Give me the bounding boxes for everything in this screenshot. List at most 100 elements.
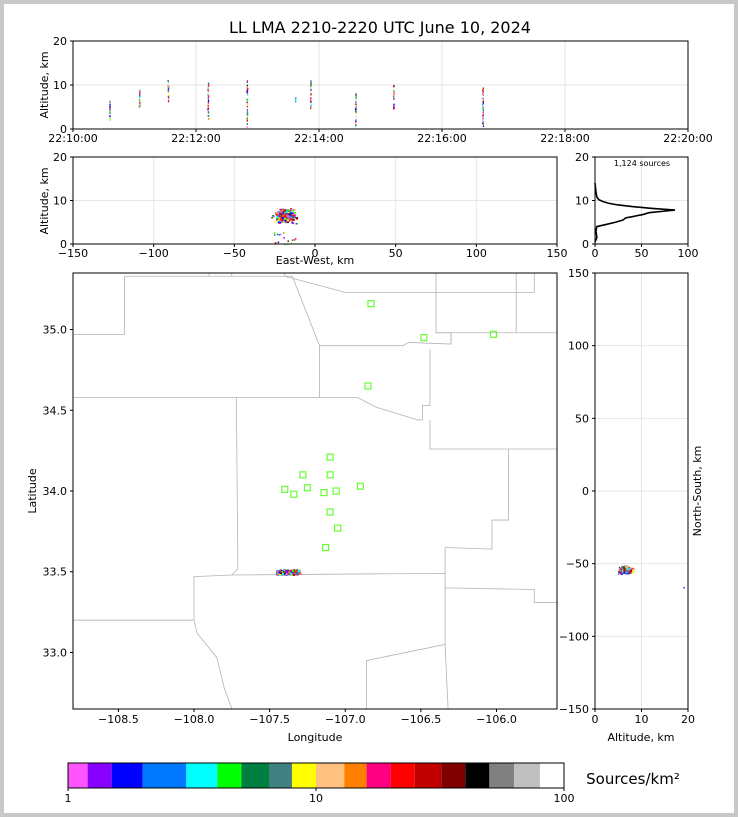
- time-height-source: [207, 115, 209, 117]
- ew-height-source: [274, 220, 277, 223]
- time-height-source: [482, 114, 484, 116]
- time-height-source: [482, 100, 484, 103]
- ns-height-source: [632, 567, 635, 570]
- time-height-source: [246, 109, 249, 111]
- time-height-ytick-label: 10: [53, 79, 67, 92]
- histogram-ytick-label: 20: [575, 151, 589, 164]
- plan-view-source: [276, 572, 279, 575]
- time-height-source: [139, 105, 141, 108]
- county-boundary-line: [436, 292, 517, 334]
- histogram-profile-line: [594, 183, 676, 243]
- time-height-source: [246, 100, 248, 103]
- ew-height-source: [285, 212, 288, 215]
- lma-station-marker: [420, 333, 428, 342]
- time-height-source: [207, 103, 209, 105]
- ns-height-source: [629, 570, 631, 573]
- ew-height-ylabel: Altitude, km: [38, 167, 51, 234]
- lma-station-marker: [290, 490, 298, 498]
- ew-height-source: [288, 216, 291, 219]
- ew-height-source: [276, 219, 279, 221]
- plan-view-ylabel: Latitude: [26, 468, 39, 514]
- ew-height-ytick-label: 0: [60, 238, 67, 251]
- time-height-source: [246, 119, 248, 122]
- county-boundary-line: [435, 273, 517, 293]
- ew-height-source: [276, 213, 279, 216]
- time-height-source: [167, 86, 170, 88]
- ew-height-source: [289, 215, 292, 217]
- ew-height-source: [286, 221, 289, 224]
- time-height-source: [482, 121, 484, 124]
- time-height-source: [207, 87, 209, 89]
- plan-view-source: [298, 572, 301, 575]
- altitude-histogram-panel: 0 50 100 0 10 20 1,124 sources: [575, 151, 699, 260]
- time-height-source: [310, 93, 312, 96]
- time-height-source: [355, 111, 357, 114]
- time-height-source: [482, 108, 484, 110]
- ew-height-source: [288, 219, 291, 222]
- histogram-ytick-label: 0: [582, 238, 589, 251]
- ns-height-source: [628, 569, 630, 571]
- ew-height-source: [281, 220, 284, 222]
- time-height-source: [482, 117, 484, 120]
- time-height-source: [208, 84, 210, 87]
- plan-view-source: [287, 571, 290, 574]
- time-height-source: [138, 105, 140, 108]
- time-height-source: [393, 93, 395, 95]
- ew-height-source: [293, 214, 296, 216]
- ns-height-source: [622, 571, 624, 573]
- ns-height-source: [629, 572, 632, 574]
- colorbar-swatch: [390, 763, 415, 788]
- ew-height-xlabel: East-West, km: [276, 254, 354, 267]
- figure-title: LL LMA 2210-2220 UTC June 10, 2024: [229, 18, 531, 37]
- colorbar-swatch: [414, 763, 442, 788]
- ew-height-ytick-label: 10: [53, 195, 67, 208]
- ew-height-source: [290, 208, 293, 210]
- colorbar-swatch: [269, 763, 292, 788]
- histogram-xtick-label: 50: [635, 247, 649, 260]
- ns-height-source: [625, 572, 628, 575]
- colorbar-swatch: [87, 763, 112, 788]
- county-boundary-line: [516, 273, 535, 293]
- time-height-source: [355, 110, 357, 113]
- time-height-source: [246, 91, 249, 94]
- ew-height-source: [286, 217, 289, 219]
- ns-height-xtick-label: 20: [681, 713, 695, 726]
- time-height-source: [246, 98, 248, 101]
- time-height-source: [207, 82, 209, 85]
- time-height-source: [393, 86, 395, 89]
- ew-height-xtick-label: 0: [312, 247, 319, 260]
- plan-view-source: [282, 571, 285, 574]
- ns-height-source: [626, 566, 629, 569]
- ew-height-source: [277, 211, 280, 214]
- time-height-source: [207, 104, 209, 107]
- plan-view-source: [280, 572, 283, 575]
- colorbar-swatch: [514, 763, 540, 788]
- colorbar-tick-label: 100: [554, 792, 575, 805]
- ew-height-source: [279, 213, 282, 215]
- time-height-source: [167, 81, 169, 84]
- lma-station-marker: [281, 485, 289, 493]
- time-height-source: [310, 85, 312, 88]
- ns-height-source: [629, 571, 632, 574]
- time-height-source: [482, 99, 484, 101]
- ew-height-source: [294, 237, 297, 240]
- time-height-source: [246, 112, 249, 114]
- ns-height-source: [630, 570, 633, 572]
- time-height-source: [139, 100, 141, 103]
- ew-height-source: [271, 216, 274, 219]
- lma-station-marker: [326, 508, 334, 516]
- time-height-source: [207, 100, 210, 103]
- time-height-source: [482, 88, 484, 91]
- county-boundary-line: [444, 644, 449, 710]
- time-height-source: [355, 124, 357, 126]
- time-height-source: [246, 116, 248, 118]
- colorbar: 1 10 100 Sources/km²: [65, 762, 680, 805]
- time-height-source: [247, 87, 249, 90]
- ew-height-source: [283, 210, 286, 212]
- time-height-xtick-label: 22:12:00: [171, 132, 220, 145]
- plan-view-source: [290, 574, 293, 577]
- time-height-source: [482, 87, 485, 90]
- colorbar-tick-label: 1: [65, 792, 72, 805]
- time-height-xtick-label: 22:20:00: [663, 132, 712, 145]
- plan-view-ytick-label: 34.5: [43, 404, 68, 417]
